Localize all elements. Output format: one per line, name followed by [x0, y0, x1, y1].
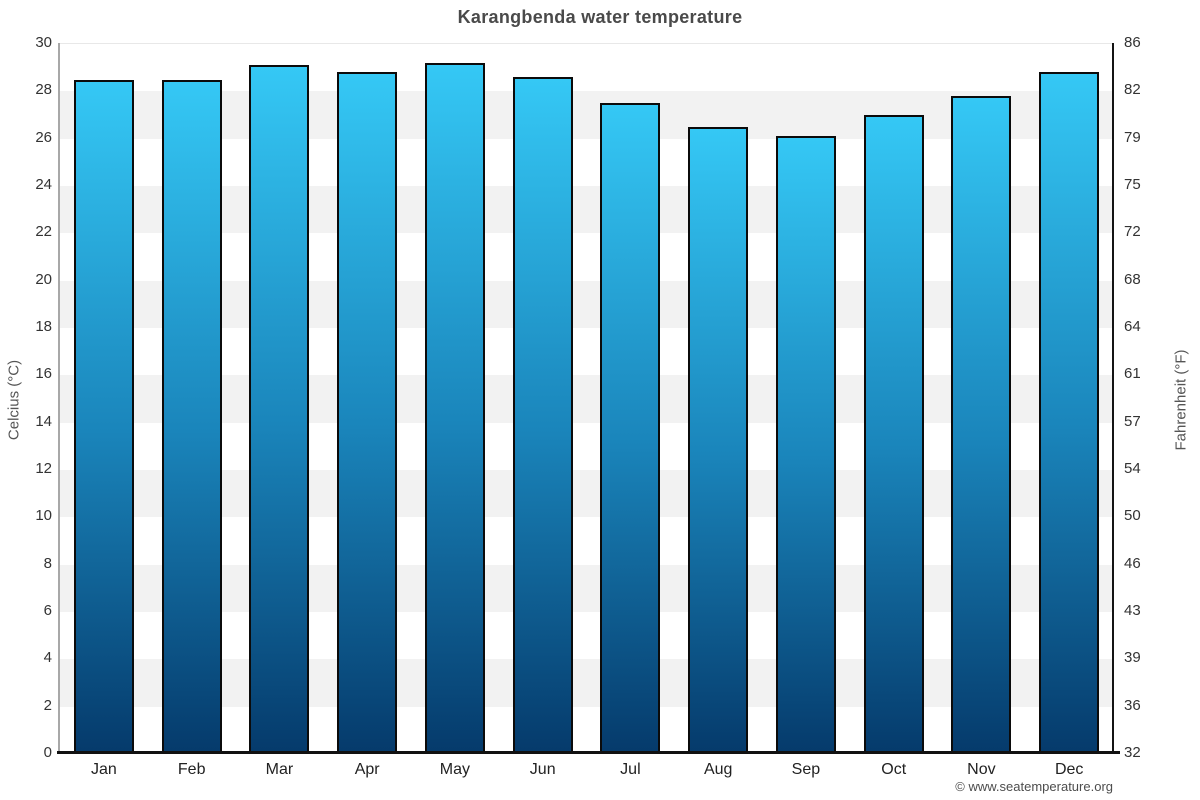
celsius-tick: 2 — [43, 696, 52, 714]
bar-oct[interactable] — [863, 115, 924, 754]
grid-band — [60, 422, 1113, 470]
bar-aug[interactable] — [688, 126, 749, 754]
celsius-tick: 26 — [35, 128, 52, 146]
celsius-tick: 6 — [43, 602, 52, 619]
fahrenheit-tick: 50 — [1124, 507, 1141, 525]
fahrenheit-tick: 36 — [1124, 696, 1141, 714]
grid-band — [60, 564, 1113, 612]
bar-may[interactable] — [424, 62, 485, 754]
celsius-tick: 10 — [35, 507, 52, 525]
celsius-tick: 28 — [35, 81, 52, 99]
fahrenheit-tick: 68 — [1124, 270, 1141, 288]
fahrenheit-tick: 79 — [1124, 128, 1141, 146]
month-label: Dec — [1054, 761, 1084, 778]
celsius-tick: 14 — [35, 412, 52, 430]
copyright-link[interactable]: © www.seatemperature.org — [955, 779, 1113, 794]
bar-jun[interactable] — [512, 77, 573, 754]
bar-apr[interactable] — [337, 72, 398, 754]
bar-mar[interactable] — [249, 65, 310, 754]
fahrenheit-tick: 46 — [1124, 554, 1141, 572]
celsius-tick: 18 — [35, 318, 52, 335]
grid-band — [60, 186, 1113, 234]
celsius-tick: 24 — [35, 176, 52, 193]
grid-band — [60, 280, 1113, 328]
month-label: Sep — [791, 761, 821, 778]
grid-band — [60, 91, 1113, 139]
bar-feb[interactable] — [161, 79, 222, 754]
bottom-axis-line — [57, 751, 1120, 754]
month-label: Aug — [703, 761, 733, 778]
month-label: Oct — [881, 761, 907, 778]
fahrenheit-axis-title: Fahrenheit (°F) — [1172, 349, 1190, 451]
plot-area — [60, 43, 1113, 754]
month-label: Mar — [265, 761, 294, 778]
month-label: Feb — [177, 761, 206, 778]
month-label: May — [439, 761, 471, 778]
fahrenheit-tick: 75 — [1124, 176, 1141, 193]
bar-jan[interactable] — [73, 79, 134, 754]
fahrenheit-tick: 32 — [1124, 744, 1141, 761]
fahrenheit-tick: 72 — [1124, 223, 1141, 241]
celsius-tick: 4 — [43, 649, 52, 667]
grid-band — [60, 470, 1113, 518]
celsius-tick: 8 — [43, 554, 52, 572]
grid-band — [60, 612, 1113, 660]
celsius-tick: 30 — [35, 34, 52, 51]
celsius-tick: 0 — [43, 744, 52, 761]
month-label: Jun — [529, 761, 556, 778]
celsius-tick: 20 — [35, 270, 52, 288]
chart-title: Karangbenda water temperature — [457, 7, 743, 27]
month-label: Jan — [91, 761, 117, 778]
grid-band — [60, 659, 1113, 707]
fahrenheit-tick: 57 — [1124, 412, 1141, 430]
grid-band — [60, 44, 1113, 92]
fahrenheit-tick: 39 — [1124, 649, 1141, 667]
grid-band — [60, 233, 1113, 281]
bar-dec[interactable] — [1039, 72, 1100, 754]
left-axis-line — [58, 43, 60, 753]
celsius-tick: 22 — [35, 223, 52, 241]
grid-band — [60, 328, 1113, 376]
fahrenheit-tick: 61 — [1124, 365, 1141, 383]
bar-sep[interactable] — [775, 136, 836, 754]
month-label: Apr — [354, 761, 380, 778]
month-label: Jul — [620, 761, 641, 778]
fahrenheit-tick: 43 — [1124, 602, 1141, 619]
fahrenheit-tick: 54 — [1124, 460, 1141, 477]
grid-band — [60, 138, 1113, 186]
grid-band — [60, 517, 1113, 565]
celsius-tick: 16 — [35, 365, 52, 383]
bar-nov[interactable] — [951, 96, 1012, 754]
month-label: Nov — [967, 761, 996, 778]
fahrenheit-tick: 86 — [1124, 34, 1141, 51]
right-axis-line — [1112, 43, 1114, 753]
grid-band — [60, 375, 1113, 423]
fahrenheit-tick: 82 — [1124, 81, 1141, 99]
grid-band — [60, 706, 1113, 754]
bar-jul[interactable] — [600, 103, 661, 754]
celsius-axis-title: Celcius (°C) — [5, 359, 23, 441]
celsius-tick: 12 — [35, 460, 52, 477]
fahrenheit-tick: 64 — [1124, 318, 1141, 335]
